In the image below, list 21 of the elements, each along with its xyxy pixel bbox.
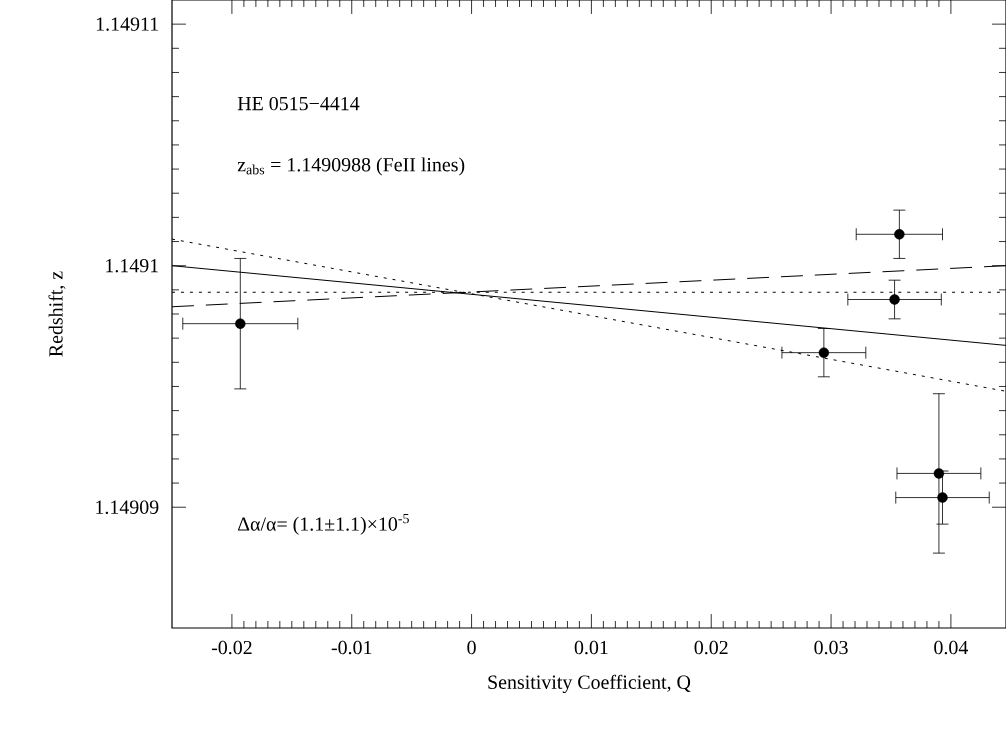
x-tick-label: 0.04 — [934, 640, 969, 655]
y-tick-label: 1.14911 — [96, 17, 158, 31]
x-axis-title: Sensitivity Coefficient, Q — [488, 674, 691, 694]
annotation: z$_{abs}$ = 1.1490988 (FeII lines) — [237, 157, 465, 176]
point — [235, 318, 246, 329]
annotation: Δα/α= (1.1±1.1)×10$^{-5}$ — [237, 513, 409, 535]
point — [894, 229, 905, 240]
y-tick-label: 1.1491 — [106, 258, 158, 273]
x-tick-label: 0.03 — [814, 640, 848, 655]
x-tick-label: 0.01 — [574, 640, 608, 655]
x-tick-label: -0.01 — [331, 640, 372, 655]
x-tick-label: 0 — [467, 640, 476, 655]
point — [937, 492, 948, 503]
y-tick-label: 1.14909 — [96, 500, 159, 514]
x-tick-label: -0.02 — [211, 640, 252, 655]
y-axis-title: Redshift, z — [48, 271, 66, 357]
annotation: HE 0515−4414 — [237, 96, 360, 111]
point — [933, 468, 945, 479]
point — [818, 347, 830, 358]
x-tick-label: 0.02 — [694, 640, 728, 655]
point — [889, 294, 900, 305]
